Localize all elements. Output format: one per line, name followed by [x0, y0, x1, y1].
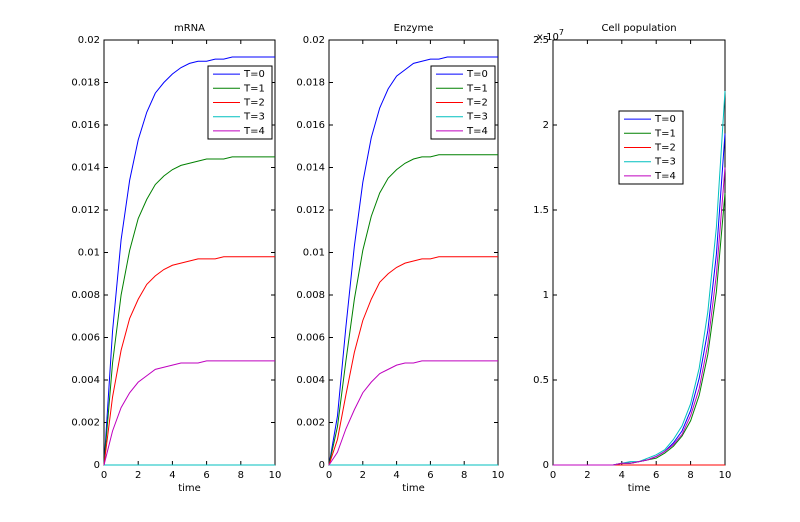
y-tick-label: 0.012 — [296, 205, 325, 216]
subplot: mRNA time 0 0.002 0.004 0.006 0.008 0.01 0.012 0.… — [71, 23, 281, 494]
y-tick-label: 0.008 — [296, 290, 325, 301]
y-tick-label: 2 — [543, 120, 549, 131]
y-tick-label: 2.5 — [533, 35, 549, 46]
y-tick-label: 0 — [543, 460, 549, 471]
series-line — [328, 360, 498, 466]
y-tick-label: 1.5 — [533, 205, 549, 216]
x-tick-label: 6 — [203, 470, 209, 481]
x-axis-label: time — [178, 483, 201, 494]
x-tick-label: 10 — [492, 470, 505, 481]
y-tick-label: 0 — [94, 460, 100, 471]
y-tick-label: 0.5 — [533, 375, 549, 386]
legend-label: T=3 — [243, 112, 265, 123]
y-tick-label: 0 — [319, 460, 325, 471]
x-tick-label: 2 — [584, 470, 590, 481]
legend-label: T=0 — [654, 114, 676, 125]
axes-box — [552, 39, 726, 466]
y-tick-label: 0.02 — [303, 35, 325, 46]
legend-label: T=4 — [466, 126, 488, 137]
legend-label: T=1 — [654, 128, 676, 139]
y-tick-label: 0.004 — [71, 375, 100, 386]
y-tick-label: 0.008 — [71, 290, 100, 301]
y-tick-label: 0.004 — [296, 375, 325, 386]
x-tick-label: 8 — [238, 470, 244, 481]
subplot: Enzyme time 0 0.002 0.004 0.006 0.008 0.01 0.012… — [296, 23, 504, 494]
y-tick-label: 0.006 — [296, 333, 325, 344]
series-line — [103, 156, 275, 466]
x-tick-label: 6 — [653, 470, 659, 481]
chart-title: Cell population — [601, 23, 676, 34]
x-tick-label: 10 — [719, 470, 732, 481]
legend: T=0 T=1 T=2 T=3 T=4 — [430, 65, 496, 140]
x-tick-label: 8 — [687, 470, 693, 481]
x-axis-label: time — [628, 483, 651, 494]
y-tick-label: 1 — [543, 290, 549, 301]
legend-label: T=2 — [466, 98, 488, 109]
exponent-base: x 10 — [537, 32, 559, 43]
x-tick-label: 4 — [169, 470, 175, 481]
subplot: Cell population time x 107 0 0.5 1 1.5 2 2.5 0 2 4 6… — [533, 23, 731, 494]
legend-label: T=3 — [466, 112, 488, 123]
y-tick-label: 0.002 — [71, 418, 100, 429]
legend: T=0 T=1 T=2 T=3 T=4 — [207, 65, 273, 140]
y-tick-label: 0.01 — [303, 248, 325, 259]
y-tick-label: 0.01 — [78, 248, 100, 259]
x-tick-label: 0 — [550, 470, 556, 481]
x-tick-label: 4 — [393, 470, 399, 481]
legend-label: T=2 — [243, 98, 265, 109]
y-tick-label: 0.006 — [71, 333, 100, 344]
x-tick-label: 2 — [360, 470, 366, 481]
legend: T=0 T=1 T=2 T=3 T=4 — [618, 110, 684, 185]
series-line — [553, 167, 726, 466]
exponent-power: 7 — [559, 28, 564, 37]
legend-label: T=2 — [654, 143, 676, 154]
y-tick-label: 0.02 — [78, 35, 100, 46]
legend-label: T=1 — [466, 83, 488, 94]
series-line — [103, 56, 275, 466]
legend-label: T=4 — [243, 126, 265, 137]
y-tick-label: 0.002 — [296, 418, 325, 429]
chart-title: mRNA — [174, 23, 205, 34]
x-tick-label: 4 — [619, 470, 625, 481]
y-tick-label: 0.014 — [71, 163, 100, 174]
legend-label: T=0 — [243, 69, 265, 80]
legend-label: T=0 — [466, 69, 488, 80]
series-line — [328, 256, 498, 466]
y-exponent-label: x 107 — [537, 28, 564, 44]
y-tick-label: 0.012 — [71, 205, 100, 216]
y-tick-label: 0.014 — [296, 163, 325, 174]
x-tick-label: 2 — [135, 470, 141, 481]
y-tick-label: 0.018 — [71, 78, 100, 89]
y-tick-label: 0.016 — [296, 120, 325, 131]
x-tick-label: 10 — [269, 470, 282, 481]
y-tick-label: 0.016 — [71, 120, 100, 131]
x-tick-label: 0 — [101, 470, 107, 481]
x-tick-label: 0 — [326, 470, 332, 481]
series-line — [328, 56, 498, 466]
chart-title: Enzyme — [394, 23, 434, 34]
x-axis-label: time — [402, 483, 425, 494]
legend-label: T=3 — [654, 157, 676, 168]
x-tick-label: 8 — [461, 470, 467, 481]
series-line — [103, 360, 275, 466]
x-tick-label: 6 — [427, 470, 433, 481]
legend-label: T=4 — [654, 171, 676, 182]
series-line — [328, 154, 498, 466]
legend-label: T=1 — [243, 83, 265, 94]
y-tick-label: 0.018 — [296, 78, 325, 89]
series-line — [103, 256, 275, 466]
